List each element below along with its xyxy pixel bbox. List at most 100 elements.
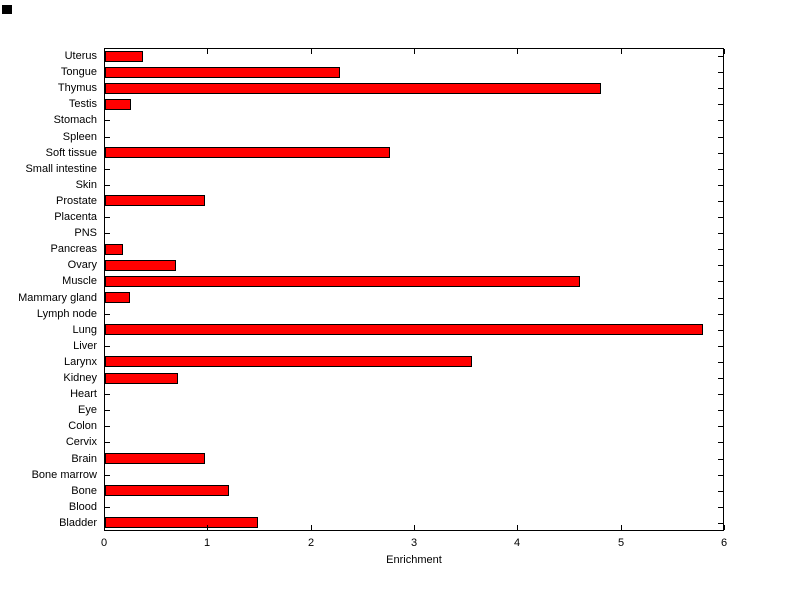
y-tick-mark bbox=[718, 185, 723, 186]
category-label: Lymph node bbox=[36, 308, 97, 320]
bar bbox=[105, 324, 703, 335]
x-tick-mark bbox=[517, 49, 518, 54]
category-label: Blood bbox=[68, 501, 97, 513]
x-tick-mark bbox=[414, 49, 415, 54]
y-tick-mark bbox=[718, 475, 723, 476]
category-label: Brain bbox=[71, 453, 97, 465]
x-tick-label: 4 bbox=[513, 537, 521, 549]
category-label: Kidney bbox=[63, 372, 97, 384]
y-tick-mark bbox=[718, 523, 723, 524]
category-label: Heart bbox=[70, 388, 97, 400]
x-tick-mark bbox=[104, 49, 105, 54]
y-tick-mark bbox=[718, 169, 723, 170]
y-tick-mark bbox=[105, 426, 110, 427]
y-tick-mark bbox=[718, 153, 723, 154]
bar bbox=[105, 83, 601, 94]
x-tick-mark bbox=[104, 525, 105, 530]
y-tick-mark bbox=[105, 442, 110, 443]
x-tick-mark bbox=[621, 525, 622, 530]
corner-artifact bbox=[2, 5, 12, 14]
category-label: Muscle bbox=[62, 275, 97, 287]
bar bbox=[105, 195, 205, 206]
bar bbox=[105, 67, 340, 78]
category-label: Placenta bbox=[54, 211, 97, 223]
x-tick-mark bbox=[207, 525, 208, 530]
x-tick-label: 0 bbox=[100, 537, 108, 549]
category-label: Tongue bbox=[60, 66, 97, 78]
y-tick-mark bbox=[105, 185, 110, 186]
y-tick-mark bbox=[718, 233, 723, 234]
x-tick-label: 1 bbox=[203, 537, 211, 549]
category-label: Ovary bbox=[67, 259, 97, 271]
y-tick-mark bbox=[718, 314, 723, 315]
x-tick-mark bbox=[621, 49, 622, 54]
bar bbox=[105, 244, 123, 255]
category-label: PNS bbox=[74, 227, 97, 239]
y-tick-mark bbox=[718, 298, 723, 299]
y-tick-mark bbox=[718, 120, 723, 121]
category-label: Pancreas bbox=[50, 243, 97, 255]
bar bbox=[105, 99, 131, 110]
category-label: Cervix bbox=[65, 436, 97, 448]
y-tick-mark bbox=[105, 346, 110, 347]
x-tick-label: 5 bbox=[617, 537, 625, 549]
y-tick-mark bbox=[718, 249, 723, 250]
bar bbox=[105, 517, 258, 528]
bar bbox=[105, 485, 229, 496]
bar bbox=[105, 453, 205, 464]
y-tick-mark bbox=[105, 394, 110, 395]
y-tick-mark bbox=[718, 410, 723, 411]
y-tick-mark bbox=[718, 507, 723, 508]
y-tick-mark bbox=[718, 104, 723, 105]
category-label: Lung bbox=[72, 324, 97, 336]
category-label: Larynx bbox=[63, 356, 97, 368]
category-label: Bladder bbox=[59, 517, 97, 529]
y-tick-mark bbox=[718, 362, 723, 363]
bar bbox=[105, 356, 472, 367]
y-tick-mark bbox=[105, 410, 110, 411]
y-tick-mark bbox=[718, 459, 723, 460]
y-tick-mark bbox=[718, 201, 723, 202]
x-tick-mark bbox=[724, 525, 725, 530]
y-tick-mark bbox=[105, 507, 110, 508]
y-tick-mark bbox=[718, 265, 723, 266]
category-label: Small intestine bbox=[25, 163, 97, 175]
y-tick-mark bbox=[718, 281, 723, 282]
y-tick-mark bbox=[718, 442, 723, 443]
bar bbox=[105, 147, 390, 158]
category-label: Mammary gland bbox=[18, 292, 97, 304]
y-tick-mark bbox=[718, 394, 723, 395]
y-tick-mark bbox=[105, 217, 110, 218]
category-label: Bone marrow bbox=[31, 469, 97, 481]
x-tick-label: 6 bbox=[720, 537, 728, 549]
bar bbox=[105, 276, 580, 287]
category-label: Prostate bbox=[56, 195, 97, 207]
category-label: Skin bbox=[75, 179, 97, 191]
category-label: Bone bbox=[71, 485, 97, 497]
y-tick-mark bbox=[718, 426, 723, 427]
x-tick-mark bbox=[517, 525, 518, 530]
category-label: Uterus bbox=[64, 50, 97, 62]
category-label: Colon bbox=[68, 420, 97, 432]
y-tick-mark bbox=[105, 137, 110, 138]
y-tick-mark bbox=[718, 217, 723, 218]
y-tick-mark bbox=[718, 346, 723, 347]
x-tick-mark bbox=[724, 49, 725, 54]
y-tick-mark bbox=[718, 491, 723, 492]
x-tick-mark bbox=[311, 49, 312, 54]
category-label: Thymus bbox=[57, 82, 97, 94]
y-tick-mark bbox=[718, 72, 723, 73]
y-tick-mark bbox=[105, 475, 110, 476]
bar bbox=[105, 373, 178, 384]
x-axis-label: Enrichment bbox=[386, 554, 442, 566]
plot-area bbox=[104, 48, 724, 531]
x-tick-mark bbox=[414, 525, 415, 530]
bar bbox=[105, 292, 130, 303]
y-tick-mark bbox=[718, 88, 723, 89]
y-tick-mark bbox=[718, 330, 723, 331]
category-label: Soft tissue bbox=[45, 147, 97, 159]
y-tick-mark bbox=[105, 169, 110, 170]
y-tick-mark bbox=[105, 314, 110, 315]
bar bbox=[105, 260, 176, 271]
